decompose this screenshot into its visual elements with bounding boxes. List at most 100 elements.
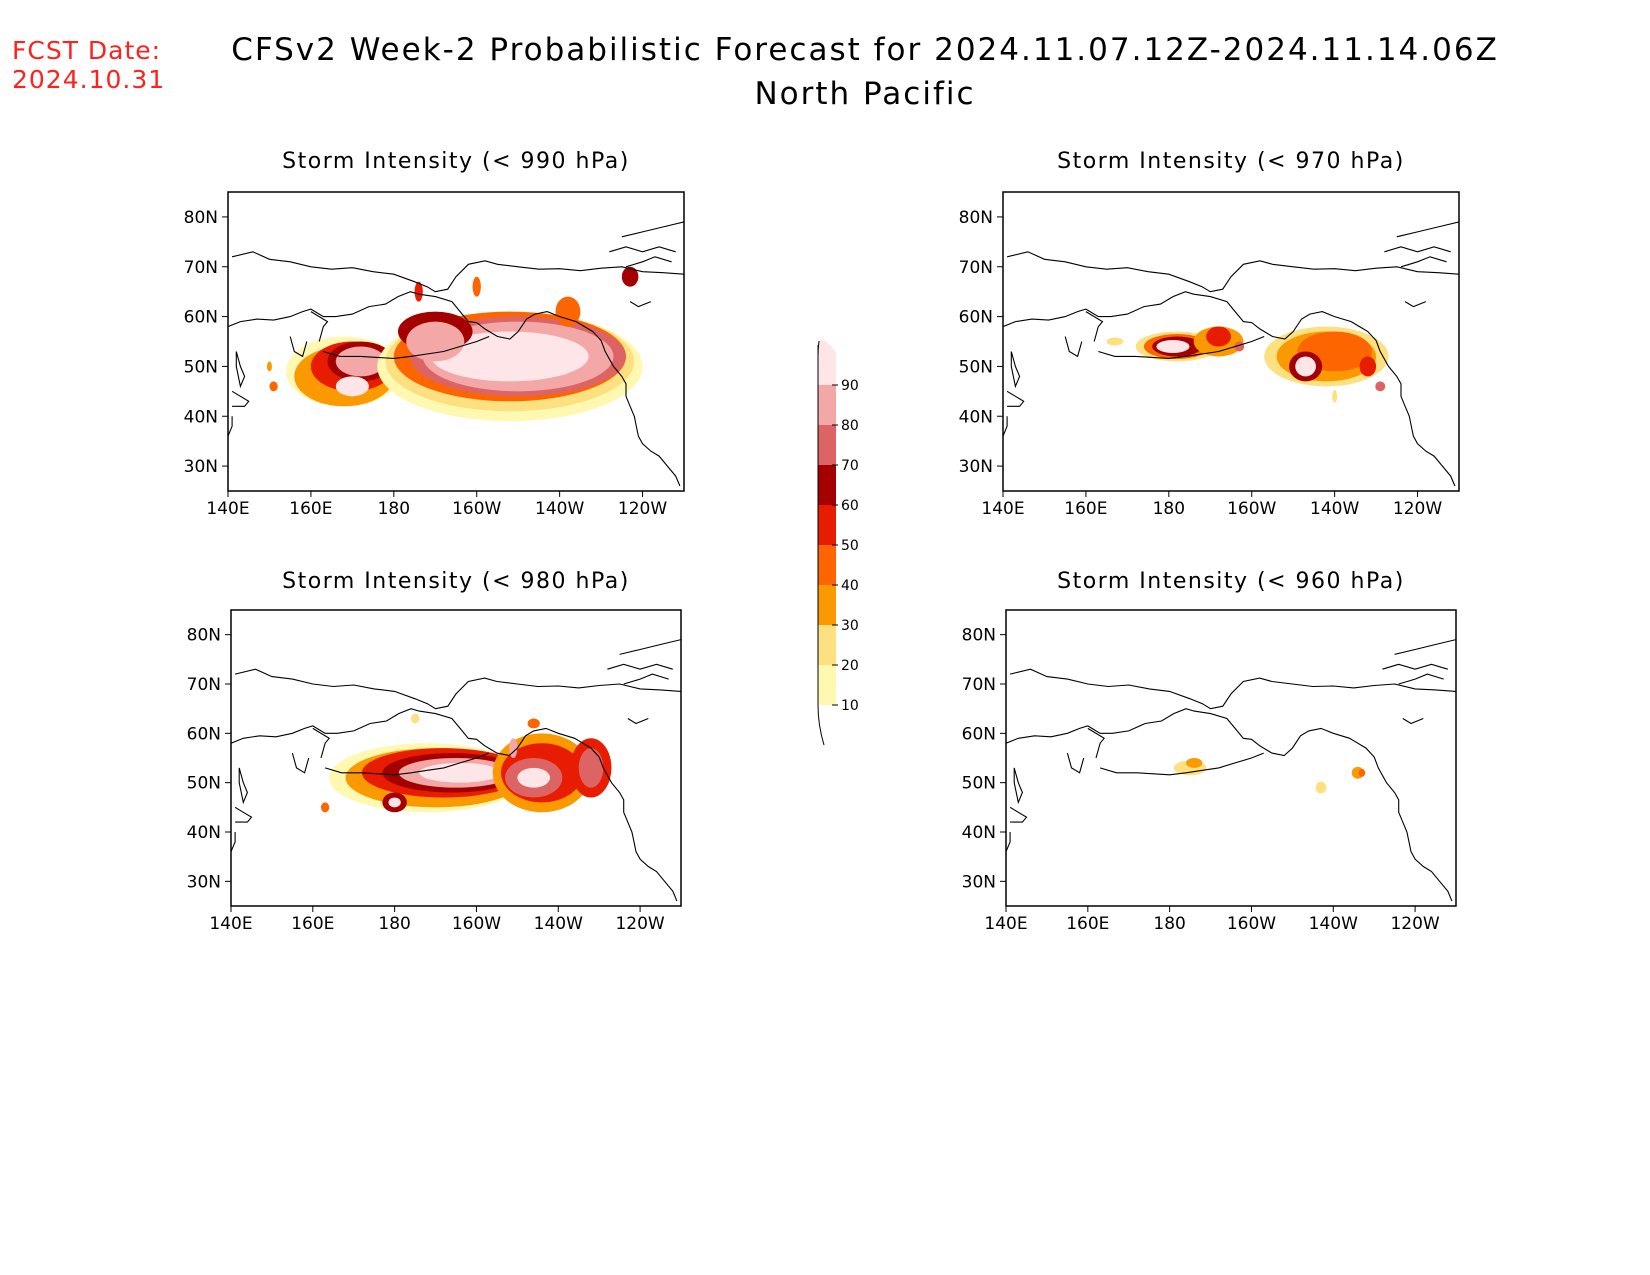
coastline (1003, 291, 1456, 487)
coastline (1098, 335, 1265, 359)
colorbar-lower-tip (817, 704, 825, 746)
map-frame (1005, 609, 1457, 907)
lon-tick-label: 140W (1309, 914, 1358, 934)
probability-contour (1206, 326, 1231, 347)
panel-title: Storm Intensity (< 970 hPa) (1057, 149, 1405, 174)
coastline (1010, 351, 1021, 389)
coastline (289, 336, 308, 358)
probability-contour (414, 281, 423, 302)
coastline (228, 416, 233, 437)
coastline (1085, 311, 1104, 342)
lon-tick-label: 120W (1393, 499, 1442, 519)
colorbar-tick-label: 20 (841, 658, 859, 674)
coastline (621, 221, 684, 238)
coastline (623, 673, 669, 685)
coastline (1064, 336, 1083, 358)
coastline (238, 767, 248, 805)
coastline (1006, 708, 1453, 902)
lon-tick-label: 120W (618, 499, 667, 519)
coastline (1013, 767, 1023, 805)
coastline (1003, 416, 1008, 437)
probability-contour (1156, 340, 1190, 353)
lat-tick-label: 40N (962, 823, 996, 843)
map-frame (1002, 191, 1460, 492)
colorbar-tick-label: 50 (841, 538, 859, 554)
coastline (291, 752, 310, 774)
fcst-date-caption: FCST Date: (12, 36, 162, 65)
probability-contour (335, 346, 386, 377)
coastline (609, 246, 676, 253)
probability-contour (406, 321, 465, 362)
coastline (1006, 390, 1025, 407)
probability-contour (321, 802, 330, 813)
coastline (231, 390, 250, 407)
map-panel-p970: Storm Intensity (< 970 hPa) 80N 70N 60N 50N 4… (959, 149, 1460, 519)
coastline (619, 639, 681, 655)
lat-tick-label: 80N (962, 626, 996, 646)
coastline (627, 717, 649, 725)
colorbar-tick-label: 70 (841, 458, 859, 474)
lon-tick-label: 160W (1227, 914, 1276, 934)
colorbar-tick-label: 80 (841, 418, 859, 434)
lon-tick-label: 120W (615, 914, 664, 934)
coastline (312, 727, 331, 759)
coastline (231, 251, 684, 293)
lat-tick-label: 60N (962, 724, 996, 744)
probability-contour (266, 361, 272, 372)
lon-tick-label: 140W (534, 914, 583, 934)
panel-title: Storm Intensity (< 960 hPa) (1057, 569, 1405, 594)
lon-tick-label: 180 (1153, 499, 1185, 519)
colorbar-segment (818, 585, 836, 625)
probability-contour (1359, 356, 1377, 377)
coastline (231, 708, 678, 902)
coastline (1402, 717, 1424, 725)
probability-field (228, 221, 684, 487)
colorbar-tick-label: 60 (841, 498, 859, 514)
coastline (1009, 668, 1456, 710)
coastline (1009, 806, 1028, 823)
lat-tick-label: 50N (959, 357, 993, 377)
coastline (231, 832, 236, 852)
lat-tick-label: 60N (187, 724, 221, 744)
probability-contour (621, 266, 639, 287)
lat-tick-label: 40N (959, 407, 993, 427)
colorbar-segment (818, 465, 836, 505)
lon-tick-label: 180 (1153, 914, 1185, 934)
coastline (1087, 727, 1106, 759)
lat-tick-label: 30N (184, 457, 218, 477)
probability-contour (1106, 337, 1124, 346)
probability-contour (555, 296, 581, 327)
probability-contour (388, 797, 401, 808)
probability-field (1006, 639, 1456, 902)
lat-tick-label: 30N (962, 872, 996, 892)
coastline (310, 311, 329, 342)
lat-tick-label: 40N (184, 407, 218, 427)
coastline (1384, 246, 1451, 253)
map-frame (230, 609, 682, 907)
coastline (1382, 663, 1448, 670)
map-panel-p990: Storm Intensity (< 990 hPa) 80N 70N 60N 50N 4… (184, 149, 685, 519)
probability-contour (578, 748, 604, 788)
probability-contour (1315, 781, 1327, 794)
lat-tick-label: 50N (962, 774, 996, 794)
coastline (1400, 256, 1447, 268)
probability-field (1003, 221, 1459, 487)
colorbar-segment (818, 625, 836, 665)
lat-tick-label: 80N (184, 208, 218, 228)
colorbar-segment (818, 505, 836, 545)
lat-tick-label: 60N (959, 308, 993, 328)
lon-tick-label: 140E (981, 499, 1024, 519)
coastline (1398, 673, 1444, 685)
probability-contour (1358, 768, 1366, 777)
lon-tick-label: 140E (206, 499, 249, 519)
probability-contour (1375, 381, 1386, 392)
lon-tick-label: 140W (535, 499, 584, 519)
probability-contour (269, 381, 278, 392)
fcst-date-value: 2024.10.31 (12, 65, 166, 94)
probability-contour (527, 718, 540, 729)
coastline (234, 806, 253, 823)
probability-contour (431, 331, 589, 382)
coastline (1394, 639, 1456, 655)
lon-tick-label: 140E (209, 914, 252, 934)
